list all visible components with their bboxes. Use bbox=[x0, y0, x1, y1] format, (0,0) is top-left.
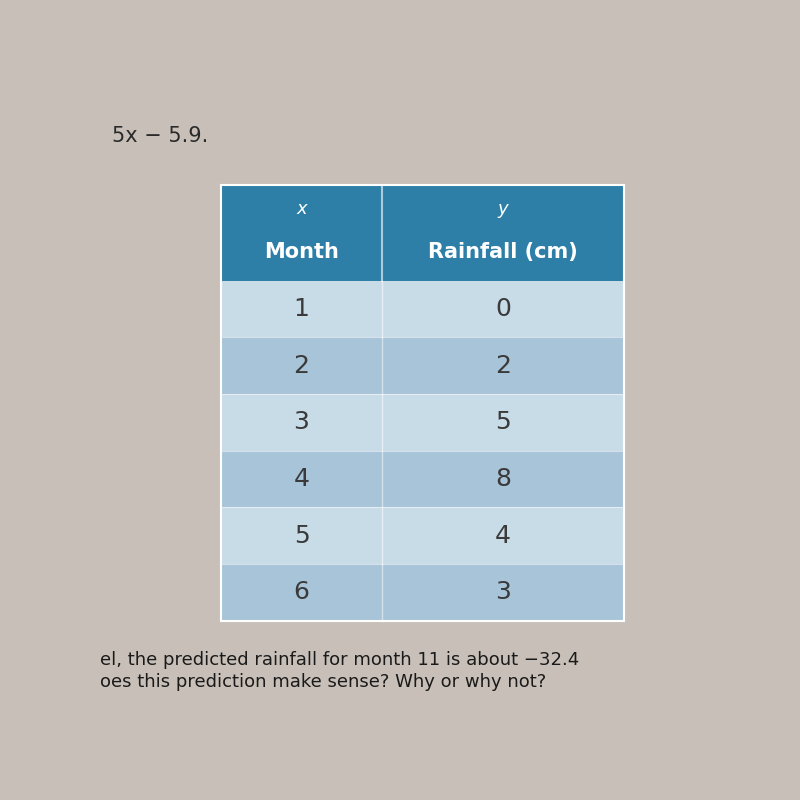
Text: 3: 3 bbox=[294, 410, 310, 434]
Text: 1: 1 bbox=[294, 297, 310, 321]
Bar bbox=[221, 186, 624, 621]
FancyBboxPatch shape bbox=[382, 394, 624, 451]
Text: Rainfall (cm): Rainfall (cm) bbox=[428, 242, 578, 262]
Text: 3: 3 bbox=[495, 581, 511, 605]
Text: 8: 8 bbox=[495, 467, 511, 491]
Text: oes this prediction make sense? Why or why not?: oes this prediction make sense? Why or w… bbox=[100, 674, 546, 691]
FancyBboxPatch shape bbox=[382, 564, 624, 621]
FancyBboxPatch shape bbox=[382, 338, 624, 394]
Text: Month: Month bbox=[264, 242, 339, 262]
Text: 4: 4 bbox=[495, 524, 511, 548]
Text: 5x − 5.9.: 5x − 5.9. bbox=[112, 126, 209, 146]
FancyBboxPatch shape bbox=[382, 281, 624, 338]
FancyBboxPatch shape bbox=[221, 451, 382, 507]
Text: 5: 5 bbox=[495, 410, 511, 434]
FancyBboxPatch shape bbox=[221, 186, 624, 281]
Text: 4: 4 bbox=[294, 467, 310, 491]
FancyBboxPatch shape bbox=[221, 394, 382, 451]
Text: 2: 2 bbox=[495, 354, 511, 378]
Text: 6: 6 bbox=[294, 581, 310, 605]
FancyBboxPatch shape bbox=[382, 451, 624, 507]
FancyBboxPatch shape bbox=[382, 507, 624, 564]
Text: x: x bbox=[296, 200, 307, 218]
Text: y: y bbox=[498, 200, 508, 218]
Text: 2: 2 bbox=[294, 354, 310, 378]
FancyBboxPatch shape bbox=[221, 507, 382, 564]
FancyBboxPatch shape bbox=[221, 281, 382, 338]
FancyBboxPatch shape bbox=[221, 564, 382, 621]
Text: el, the predicted rainfall for month 11 is about −32.4: el, the predicted rainfall for month 11 … bbox=[100, 650, 579, 669]
FancyBboxPatch shape bbox=[221, 338, 382, 394]
Text: 0: 0 bbox=[495, 297, 511, 321]
Text: 5: 5 bbox=[294, 524, 310, 548]
